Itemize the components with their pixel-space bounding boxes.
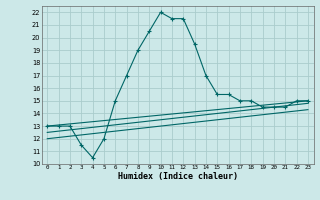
X-axis label: Humidex (Indice chaleur): Humidex (Indice chaleur) (118, 172, 237, 181)
